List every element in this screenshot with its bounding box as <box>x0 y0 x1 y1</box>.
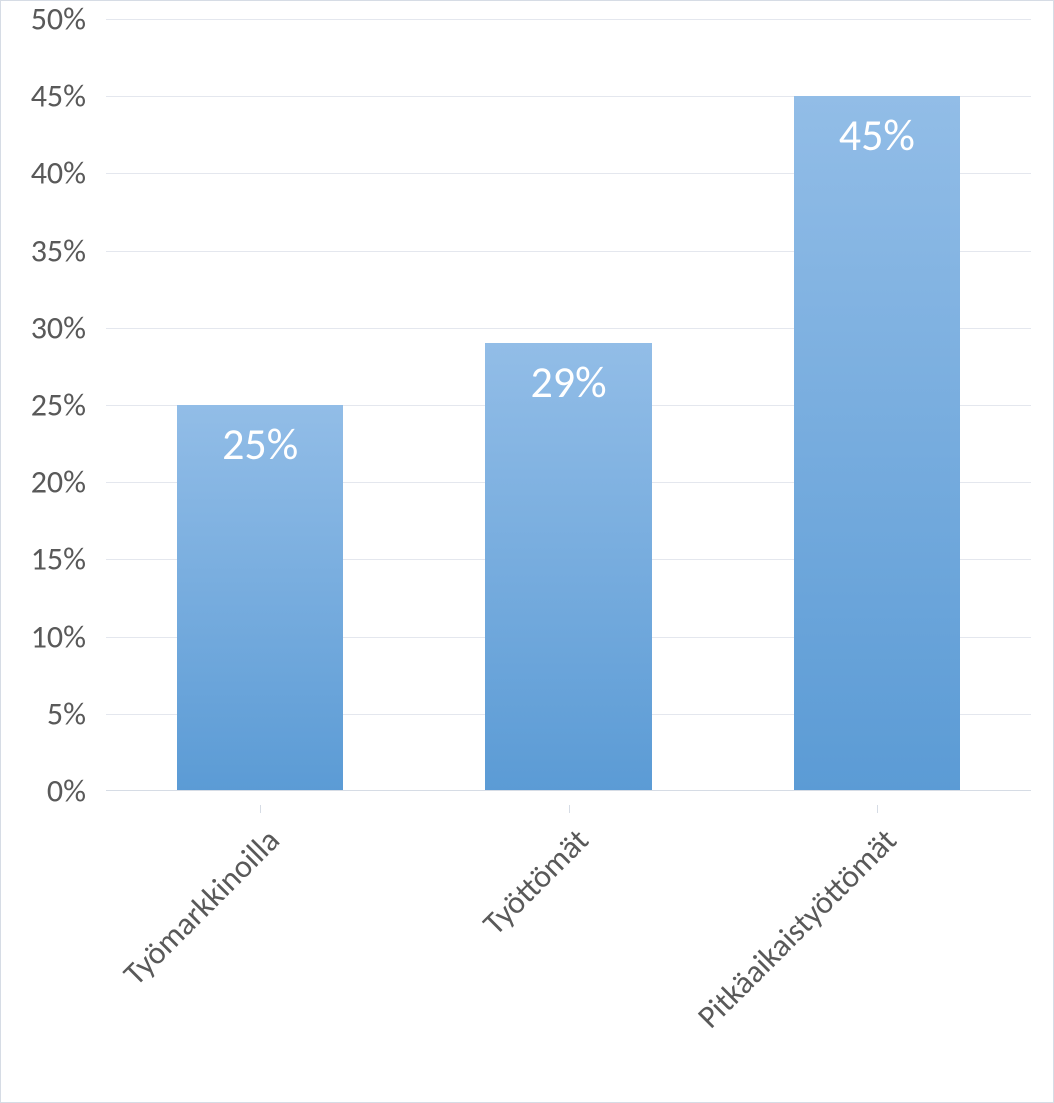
bar: 29% <box>485 343 652 791</box>
x-tick-label: Pitkäaikaistyöttömät <box>689 821 904 1036</box>
y-tick-label: 20% <box>1 463 96 502</box>
bars-container: 25% 29% 45% <box>106 19 1031 791</box>
bar: 25% <box>177 405 344 791</box>
bar-group: 25% <box>177 19 344 791</box>
bar-value-label: 45% <box>839 108 915 162</box>
plot-area: 25% 29% 45% <box>106 19 1031 791</box>
y-axis-labels: 50% 45% 40% 35% 30% 25% 20% 15% 10% 5% 0… <box>1 19 96 791</box>
bar-group: 29% <box>485 19 652 791</box>
x-tick <box>877 805 878 813</box>
y-tick-label: 15% <box>1 540 96 579</box>
bar: 45% <box>794 96 961 791</box>
y-tick-label: 45% <box>1 77 96 116</box>
bar-value-label: 29% <box>530 355 606 409</box>
y-tick-label: 25% <box>1 386 96 425</box>
y-tick-label: 0% <box>1 772 96 811</box>
bar-value-label: 25% <box>222 417 298 471</box>
x-tick-label: Työmarkkinoilla <box>115 821 287 993</box>
y-tick-label: 40% <box>1 154 96 193</box>
x-tick-label: Työttömät <box>474 821 596 943</box>
y-tick-label: 30% <box>1 308 96 347</box>
x-tick <box>260 805 261 813</box>
bar-group: 45% <box>794 19 961 791</box>
y-tick-label: 5% <box>1 694 96 733</box>
y-tick-label: 10% <box>1 617 96 656</box>
y-tick-label: 35% <box>1 231 96 270</box>
bar-chart: 50% 45% 40% 35% 30% 25% 20% 15% 10% 5% 0… <box>0 0 1054 1103</box>
x-axis-line <box>106 790 1031 791</box>
y-tick-label: 50% <box>1 0 96 39</box>
x-tick <box>569 805 570 813</box>
x-axis-labels: Työmarkkinoilla Työttömät Pitkäaikaistyött… <box>106 805 1031 1085</box>
